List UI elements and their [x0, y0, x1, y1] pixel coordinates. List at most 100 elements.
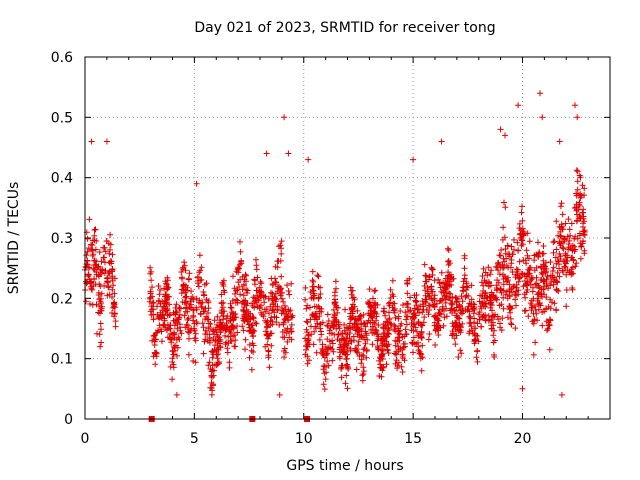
- data-point: [90, 265, 97, 272]
- data-point: [269, 321, 276, 328]
- data-point: [84, 248, 91, 255]
- data-point: [320, 363, 327, 370]
- data-point: [408, 327, 415, 334]
- data-point: [231, 332, 238, 339]
- data-point: [91, 275, 98, 282]
- data-points: [82, 90, 588, 398]
- data-point: [573, 204, 580, 211]
- x-tick-label: 20: [514, 431, 532, 447]
- data-point: [179, 299, 186, 305]
- data-point: [167, 322, 174, 329]
- data-point: [419, 309, 426, 316]
- data-point: [475, 311, 482, 318]
- data-point: [494, 277, 501, 284]
- data-point: [170, 361, 177, 368]
- data-point: [98, 290, 105, 297]
- data-point: [189, 294, 196, 300]
- data-point: [210, 336, 217, 342]
- data-point: [273, 319, 280, 326]
- data-point: [228, 305, 235, 311]
- data-point: [535, 301, 542, 308]
- data-point: [213, 329, 220, 336]
- data-point: [455, 354, 462, 360]
- data-point: [371, 288, 378, 295]
- data-point: [435, 317, 442, 324]
- data-point: [235, 269, 242, 276]
- data-point: [196, 252, 203, 259]
- data-point: [502, 132, 508, 139]
- data-point: [410, 156, 417, 163]
- data-point: [369, 315, 376, 322]
- data-point: [359, 377, 366, 384]
- data-point: [159, 338, 165, 345]
- data-point: [317, 291, 324, 297]
- data-point: [320, 381, 327, 388]
- data-point: [184, 300, 190, 307]
- data-point: [190, 358, 197, 364]
- data-point: [232, 290, 238, 297]
- data-point: [534, 291, 541, 298]
- data-point: [551, 238, 558, 245]
- data-point: [246, 341, 253, 348]
- x-tick-labels: 0 5 10 15 20: [81, 431, 532, 447]
- data-point: [322, 343, 329, 350]
- data-point: [259, 292, 266, 299]
- plot-frame: [84, 56, 611, 420]
- data-point: [100, 244, 107, 251]
- data-point: [535, 239, 541, 246]
- data-point: [226, 359, 233, 366]
- data-point: [242, 336, 249, 343]
- data-point: [447, 297, 454, 304]
- data-point: [253, 266, 260, 273]
- data-point: [201, 292, 208, 299]
- data-point: [373, 329, 380, 335]
- data-point: [87, 301, 93, 307]
- data-point: [265, 335, 271, 342]
- data-point: [486, 279, 492, 286]
- data-point: [395, 327, 402, 334]
- data-point: [211, 317, 218, 324]
- data-point: [403, 300, 410, 307]
- data-point: [385, 350, 392, 356]
- data-point: [479, 273, 486, 279]
- data-point: [91, 227, 98, 233]
- data-point: [87, 280, 94, 287]
- data-point: [96, 281, 103, 288]
- data-point: [333, 318, 340, 325]
- data-point: [217, 319, 224, 326]
- data-point: [254, 287, 261, 294]
- data-point: [197, 300, 204, 307]
- data-point: [187, 298, 194, 305]
- data-point: [378, 353, 385, 360]
- data-point: [107, 241, 114, 248]
- data-point: [474, 320, 481, 327]
- data-point: [397, 322, 404, 329]
- data-point: [556, 265, 563, 272]
- data-point: [246, 315, 253, 322]
- data-point: [307, 316, 314, 323]
- data-point: [338, 364, 345, 371]
- data-point: [150, 316, 157, 323]
- data-point: [573, 260, 580, 267]
- data-point: [447, 290, 454, 297]
- data-point: [198, 303, 205, 310]
- data-point: [188, 288, 195, 295]
- data-point: [481, 314, 488, 321]
- data-point: [518, 209, 525, 216]
- data-point: [89, 247, 96, 254]
- data-point: [378, 373, 385, 380]
- y-tick-label: 0.2: [51, 291, 73, 307]
- data-point: [443, 313, 450, 320]
- data-point: [563, 303, 570, 310]
- data-point: [343, 372, 350, 379]
- data-point: [109, 266, 116, 272]
- data-point: [403, 316, 410, 323]
- data-point: [209, 354, 216, 361]
- data-point: [230, 273, 236, 280]
- data-point: [546, 346, 553, 353]
- data-point: [562, 250, 569, 257]
- data-point: [418, 329, 425, 336]
- data-point: [315, 294, 322, 301]
- data-point: [268, 314, 275, 321]
- data-point: [330, 306, 337, 313]
